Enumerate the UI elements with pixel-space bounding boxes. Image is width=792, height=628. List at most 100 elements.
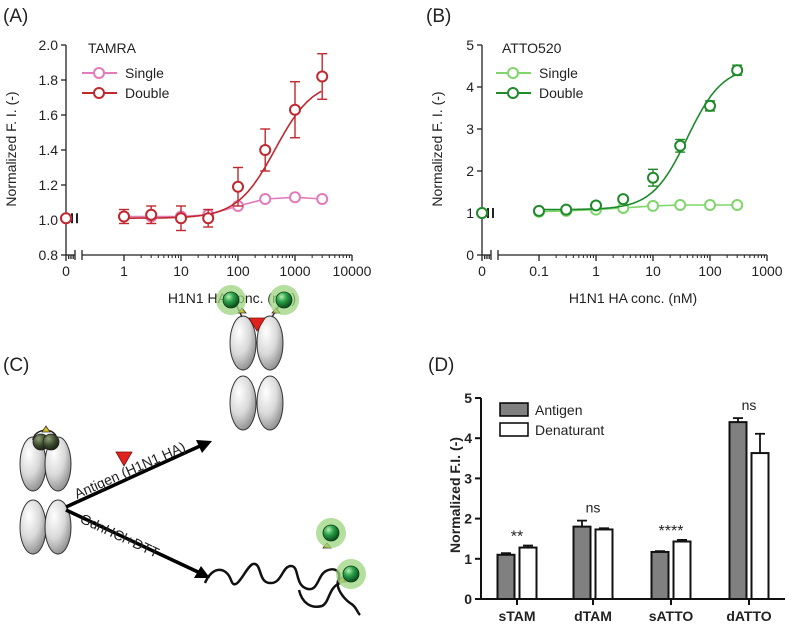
bound-antigen-icon bbox=[248, 317, 266, 332]
quenched-dye-icon bbox=[42, 433, 60, 451]
schematic-diagram: Antigen (H1N1 HA) GdnHCl+DTT bbox=[19, 285, 366, 616]
chart-d-y-axis-label: Normalized F.I. (-) bbox=[447, 437, 463, 553]
chart-b-ticks: 0 1 2 3 4 5 0 0.1 1 10 100 1000 bbox=[466, 37, 783, 279]
arrow-denaturant bbox=[65, 508, 199, 574]
chart-d-legend-label-antigen: Antigen bbox=[535, 402, 582, 418]
chart-d-significance-label: ** bbox=[511, 529, 523, 546]
chart-a-y-tick-label: 1.0 bbox=[39, 212, 59, 228]
chart-a: 0.81.01.21.41.61.82.00 1 10 100 1000 10000 H1… bbox=[3, 37, 372, 306]
antigen-triangle-icon bbox=[115, 451, 133, 467]
chart-d-y-tick-label: 2 bbox=[464, 511, 472, 527]
chart-d-ticks: 0 1 2 3 4 5 sTAM dTAM sATTO dATTO bbox=[464, 390, 785, 624]
chart-b-y-tick-label: 1 bbox=[466, 205, 474, 221]
chart-a-double-point bbox=[175, 212, 187, 225]
chart-a-x-tick-label: 10000 bbox=[333, 263, 372, 279]
arrow-bottom-label: GdnHCl+DTT bbox=[78, 510, 162, 561]
denatured-chain bbox=[203, 518, 366, 616]
chart-d: 0 1 2 3 4 5 sTAM dTAM sATTO dATTO ** ns **** ns Norm… bbox=[447, 390, 785, 624]
chart-b-y-tick-label: 4 bbox=[466, 79, 474, 95]
panel-label-c: (C) bbox=[3, 355, 29, 376]
chart-a-double-point bbox=[316, 70, 329, 83]
chart-b-x-tick-label: 0.1 bbox=[529, 263, 549, 279]
antibody-folded bbox=[19, 425, 72, 555]
arrow-top-label: Antigen (H1N1 HA) bbox=[72, 438, 188, 501]
panel-label-b: (B) bbox=[426, 6, 451, 27]
chart-a-x-tick-label: 0 bbox=[62, 263, 70, 279]
chart-b-single-point bbox=[731, 199, 744, 212]
chart-a-double-fit-line bbox=[124, 90, 322, 219]
chart-a-double-point bbox=[289, 103, 301, 116]
chart-a-legend-title: TAMRA bbox=[88, 40, 137, 56]
chart-d-x-tick-label: dATTO bbox=[726, 608, 771, 624]
chart-b-x-tick-label: 1 bbox=[592, 263, 600, 279]
chart-b-single-point bbox=[674, 199, 687, 212]
chart-b-legend-label-double: Double bbox=[539, 85, 584, 101]
chart-b-y-axis-label: Normalized F. I. (-) bbox=[429, 91, 445, 206]
chart-a-legend-marker-single bbox=[93, 67, 105, 79]
chart-a-y-tick-label: 1.4 bbox=[39, 142, 59, 158]
chart-a-double-point bbox=[145, 208, 158, 221]
chart-d-legend-swatch-antigen bbox=[499, 402, 529, 417]
chart-d-bar-antigen bbox=[572, 525, 592, 601]
chart-d-bar-denaturant bbox=[672, 540, 692, 600]
chart-a-single-point bbox=[316, 193, 329, 205]
chart-a-y-tick-label: 1.6 bbox=[39, 107, 59, 123]
chart-a-legend-label-single: Single bbox=[125, 65, 164, 81]
chart-a-single-point bbox=[259, 193, 272, 205]
chart-d-x-tick-label: sATTO bbox=[649, 608, 694, 624]
chart-b-legend-marker-single bbox=[507, 67, 519, 79]
chart-b-x-tick-label: 1000 bbox=[751, 263, 782, 279]
chart-a-y-tick-label: 1.8 bbox=[39, 72, 59, 88]
chart-a-double-point bbox=[60, 212, 72, 225]
chart-b-y-tick-label: 2 bbox=[466, 163, 474, 179]
chart-b-double-point bbox=[590, 199, 602, 212]
chart-b-x-tick-label: 100 bbox=[698, 263, 722, 279]
chart-a-legend-marker-double bbox=[93, 87, 105, 99]
chart-b-x-tick-label: 0 bbox=[478, 263, 486, 279]
chart-d-y-tick-label: 3 bbox=[464, 470, 472, 486]
chart-a-double-point bbox=[118, 210, 130, 223]
chart-a-y-axis-label: Normalized F. I. (-) bbox=[3, 91, 19, 206]
chart-d-legend: Antigen Denaturant bbox=[499, 402, 604, 438]
chart-b-double-point bbox=[731, 64, 744, 77]
arrow-antigen bbox=[65, 444, 201, 509]
chart-d-y-tick-label: 1 bbox=[464, 551, 472, 567]
chart-b-double-point bbox=[704, 99, 716, 112]
chart-b-y-tick-label: 3 bbox=[466, 121, 474, 137]
chart-a-y-tick-label: 1.2 bbox=[39, 177, 59, 193]
chart-a-x-tick-label: 1 bbox=[120, 263, 128, 279]
chart-a-legend: TAMRA Single Double bbox=[82, 40, 170, 101]
chart-b-y-tick-label: 5 bbox=[466, 37, 474, 53]
chart-b-legend-label-single: Single bbox=[539, 65, 578, 81]
chart-a-single-point bbox=[289, 191, 301, 204]
antibody-bound bbox=[216, 285, 299, 431]
chart-d-legend-swatch-denaturant bbox=[499, 422, 529, 437]
chart-d-significance-label: ns bbox=[586, 500, 601, 516]
chart-b-single-point bbox=[704, 199, 716, 212]
chart-d-y-tick-label: 0 bbox=[464, 591, 472, 607]
chart-a-double-point bbox=[232, 180, 244, 193]
chart-d-legend-label-denaturant: Denaturant bbox=[535, 422, 604, 438]
chart-b-single-point bbox=[647, 199, 659, 212]
chart-a-ticks: 0.8 1.0 1.2 1.4 1.6 1.8 2.0 0 1 10 100 1000 10000 bbox=[39, 37, 372, 279]
chart-d-y-tick-label: 5 bbox=[464, 390, 472, 406]
chart-d-marks: ** ns **** ns bbox=[496, 397, 770, 601]
chart-d-y-tick-label: 4 bbox=[464, 430, 472, 446]
chart-d-significance-label: ns bbox=[742, 397, 757, 413]
panel-label-d: (D) bbox=[428, 355, 454, 376]
chart-d-significance-label: **** bbox=[659, 523, 684, 540]
chart-b-double-point bbox=[560, 203, 573, 216]
chart-b-legend-marker-double bbox=[507, 87, 519, 99]
chart-d-bar-denaturant bbox=[594, 528, 614, 600]
chart-a-y-tick-label: 0.8 bbox=[39, 247, 59, 263]
chart-d-bar-antigen bbox=[728, 421, 748, 600]
chart-d-x-tick-label: sTAM bbox=[498, 608, 535, 624]
chart-d-bar-denaturant bbox=[518, 546, 538, 601]
chart-a-x-tick-label: 1000 bbox=[279, 263, 310, 279]
chart-a-y-tick-label: 2.0 bbox=[39, 37, 59, 53]
chart-a-double-point bbox=[259, 144, 272, 156]
chart-a-legend-label-double: Double bbox=[125, 85, 170, 101]
chart-a-double-point bbox=[202, 212, 215, 225]
